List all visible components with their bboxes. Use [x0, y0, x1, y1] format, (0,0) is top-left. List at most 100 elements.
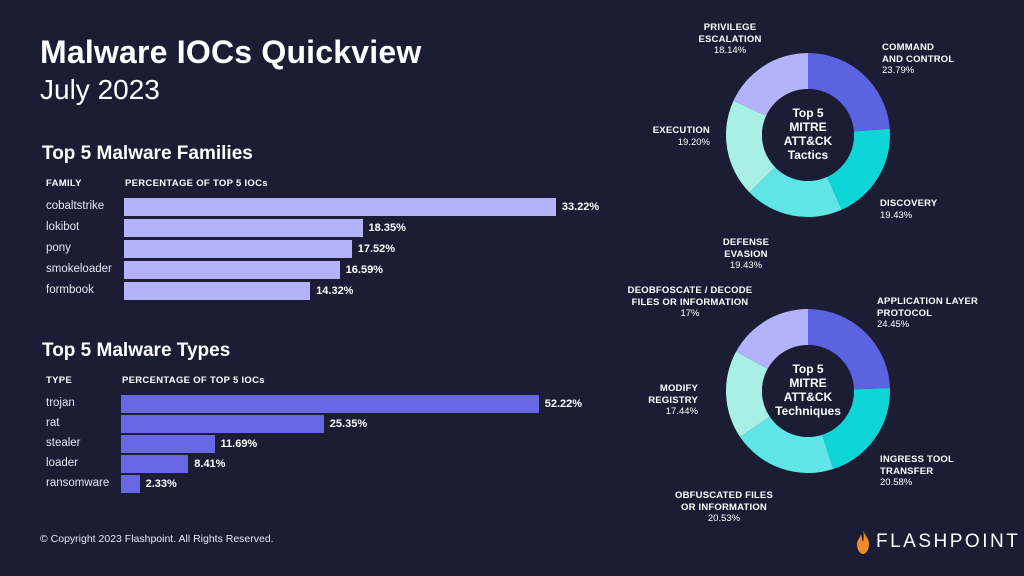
techniques-slice-label: INGRESS TOOL TRANSFER 20.58% — [880, 454, 954, 489]
tactics-center-line-1: Top 5 — [792, 106, 824, 120]
types-col-percentage: PERCENTAGE OF TOP 5 IOCs — [122, 375, 265, 386]
tactics-slice — [826, 128, 890, 210]
slice-label-line: TRANSFER — [880, 465, 934, 477]
bar — [124, 282, 311, 300]
families-heading: Top 5 Malware Families — [42, 143, 253, 164]
techniques-slice — [740, 416, 834, 474]
slice-percentage: 20.53% — [707, 513, 741, 524]
slice-label-line: DEOBFOSCATE / DECODE — [627, 285, 753, 296]
techniques-slice-label: APPLICATION LAYER PROTOCOL 24.45% — [877, 296, 978, 331]
slice-percentage: 23.79% — [882, 65, 915, 76]
bar — [124, 219, 363, 237]
tactics-slice-label: DISCOVERY 19.43% — [880, 198, 944, 221]
slice-label-line: APPLICATION LAYER — [877, 296, 979, 307]
bar — [121, 475, 140, 493]
bar-value-label: 8.41% — [194, 458, 226, 470]
bar-value-label: 18.35% — [368, 222, 406, 234]
slice-percentage: 17% — [680, 308, 700, 319]
bar — [124, 261, 340, 279]
slice-label-line: OR INFORMATION — [680, 501, 767, 513]
slice-label-line: PROTOCOL — [877, 307, 933, 319]
bar — [121, 435, 215, 453]
bar — [121, 415, 324, 433]
slice-label-line: ESCALATION — [698, 33, 762, 45]
bar-category-label: loader — [46, 457, 78, 469]
tactics-slice-label: EXECUTION 19.20% — [640, 125, 710, 148]
techniques-center-line-3: ATT&CK — [783, 390, 833, 404]
flashpoint-logo: FLASHPOINT — [856, 530, 1020, 554]
flame-icon — [857, 530, 869, 554]
techniques-slice — [736, 309, 808, 369]
slice-label-line: DISCOVERY — [880, 198, 938, 209]
slice-label-line: PRIVILEGE — [703, 22, 757, 33]
techniques-slice-label: OBFUSCATED FILES OR INFORMATION 20.53% — [668, 490, 780, 525]
tactics-slice — [733, 53, 808, 116]
bar-category-label: pony — [46, 242, 71, 254]
bar-category-label: stealer — [46, 437, 81, 449]
techniques-hole — [762, 345, 854, 437]
types-heading: Top 5 Malware Types — [42, 340, 231, 361]
techniques-center-label: Top 5 MITRE ATT&CK Techniques — [758, 362, 858, 418]
techniques-slice — [725, 351, 770, 437]
tactics-slice — [726, 100, 776, 193]
tactics-slice-label: PRIVILEGE ESCALATION 18.14% — [690, 22, 770, 57]
bar-value-label: 2.33% — [145, 478, 177, 490]
techniques-slice-label: DEOBFOSCATE / DECODE FILES OR INFORMATION… — [620, 285, 760, 320]
bar-category-label: formbook — [46, 284, 94, 296]
slice-percentage: 24.45% — [877, 319, 910, 330]
tactics-slice — [749, 167, 842, 218]
slice-label-line: MODIFY — [659, 383, 698, 394]
slice-label-line: AND CONTROL — [882, 53, 955, 65]
bar-value-label: 33.22% — [561, 201, 600, 213]
tactics-center-line-3: ATT&CK — [783, 134, 833, 148]
logo-text: FLASHPOINT — [876, 531, 1021, 552]
techniques-slice — [808, 309, 890, 390]
bar-category-label: trojan — [46, 397, 75, 409]
bar-value-label: 14.32% — [316, 285, 354, 297]
techniques-slice-label: MODIFY REGISTRY 17.44% — [640, 383, 698, 418]
bar-category-label: ransomware — [46, 477, 110, 489]
families-col-family: FAMILY — [46, 178, 82, 189]
bar-category-label: lokibot — [46, 221, 80, 233]
types-col-type: TYPE — [46, 375, 73, 386]
bar — [121, 395, 539, 413]
bar-category-label: rat — [46, 417, 60, 429]
page-title: Malware IOCs Quickview — [40, 34, 422, 70]
slice-percentage: 19.43% — [729, 260, 763, 271]
slice-label-line: EXECUTION — [652, 125, 710, 136]
copyright-text: © Copyright 2023 Flashpoint. All Rights … — [40, 533, 274, 545]
bar-value-label: 25.35% — [329, 418, 368, 430]
techniques-slice — [822, 388, 890, 470]
tactics-hole — [762, 89, 854, 181]
slice-percentage: 17.44% — [665, 406, 698, 417]
bar-category-label: smokeloader — [46, 263, 112, 275]
tactics-slice-label: COMMAND AND CONTROL 23.79% — [882, 42, 954, 77]
page-subtitle: July 2023 — [40, 74, 160, 105]
slice-label-line: FILES OR INFORMATION — [631, 296, 749, 308]
bar-category-label: cobaltstrike — [46, 200, 105, 212]
bar-value-label: 52.22% — [544, 398, 583, 410]
tactics-center-line-4: Tactics — [787, 148, 829, 162]
bar-value-label: 11.69% — [220, 438, 258, 450]
slice-percentage: 20.58% — [880, 477, 913, 488]
bar — [124, 198, 556, 216]
slice-label-line: OBFUSCATED FILES — [674, 490, 774, 501]
slice-label-line: DEFENSE EVASION — [722, 237, 770, 260]
techniques-center-line-1: Top 5 — [792, 362, 824, 376]
slice-label-line: REGISTRY — [648, 394, 698, 406]
tactics-center-label: Top 5 MITRE ATT&CK Tactics — [758, 106, 858, 162]
slice-label-line: INGRESS TOOL — [880, 454, 955, 465]
techniques-center-line-4: Techniques — [775, 404, 841, 418]
slice-percentage: 18.14% — [713, 45, 747, 56]
tactics-center-line-2: MITRE — [789, 120, 827, 134]
slice-percentage: 19.43% — [880, 209, 913, 221]
tactics-slice — [808, 53, 890, 132]
slice-label-line: COMMAND — [882, 42, 935, 53]
tactics-slice-label: DEFENSE EVASION 19.43% — [700, 237, 792, 272]
families-col-percentage: PERCENTAGE OF TOP 5 IOCs — [125, 178, 268, 189]
bar — [124, 240, 352, 258]
bar — [121, 455, 189, 473]
bar-value-label: 17.52% — [357, 243, 396, 255]
bar-value-label: 16.59% — [345, 264, 383, 276]
